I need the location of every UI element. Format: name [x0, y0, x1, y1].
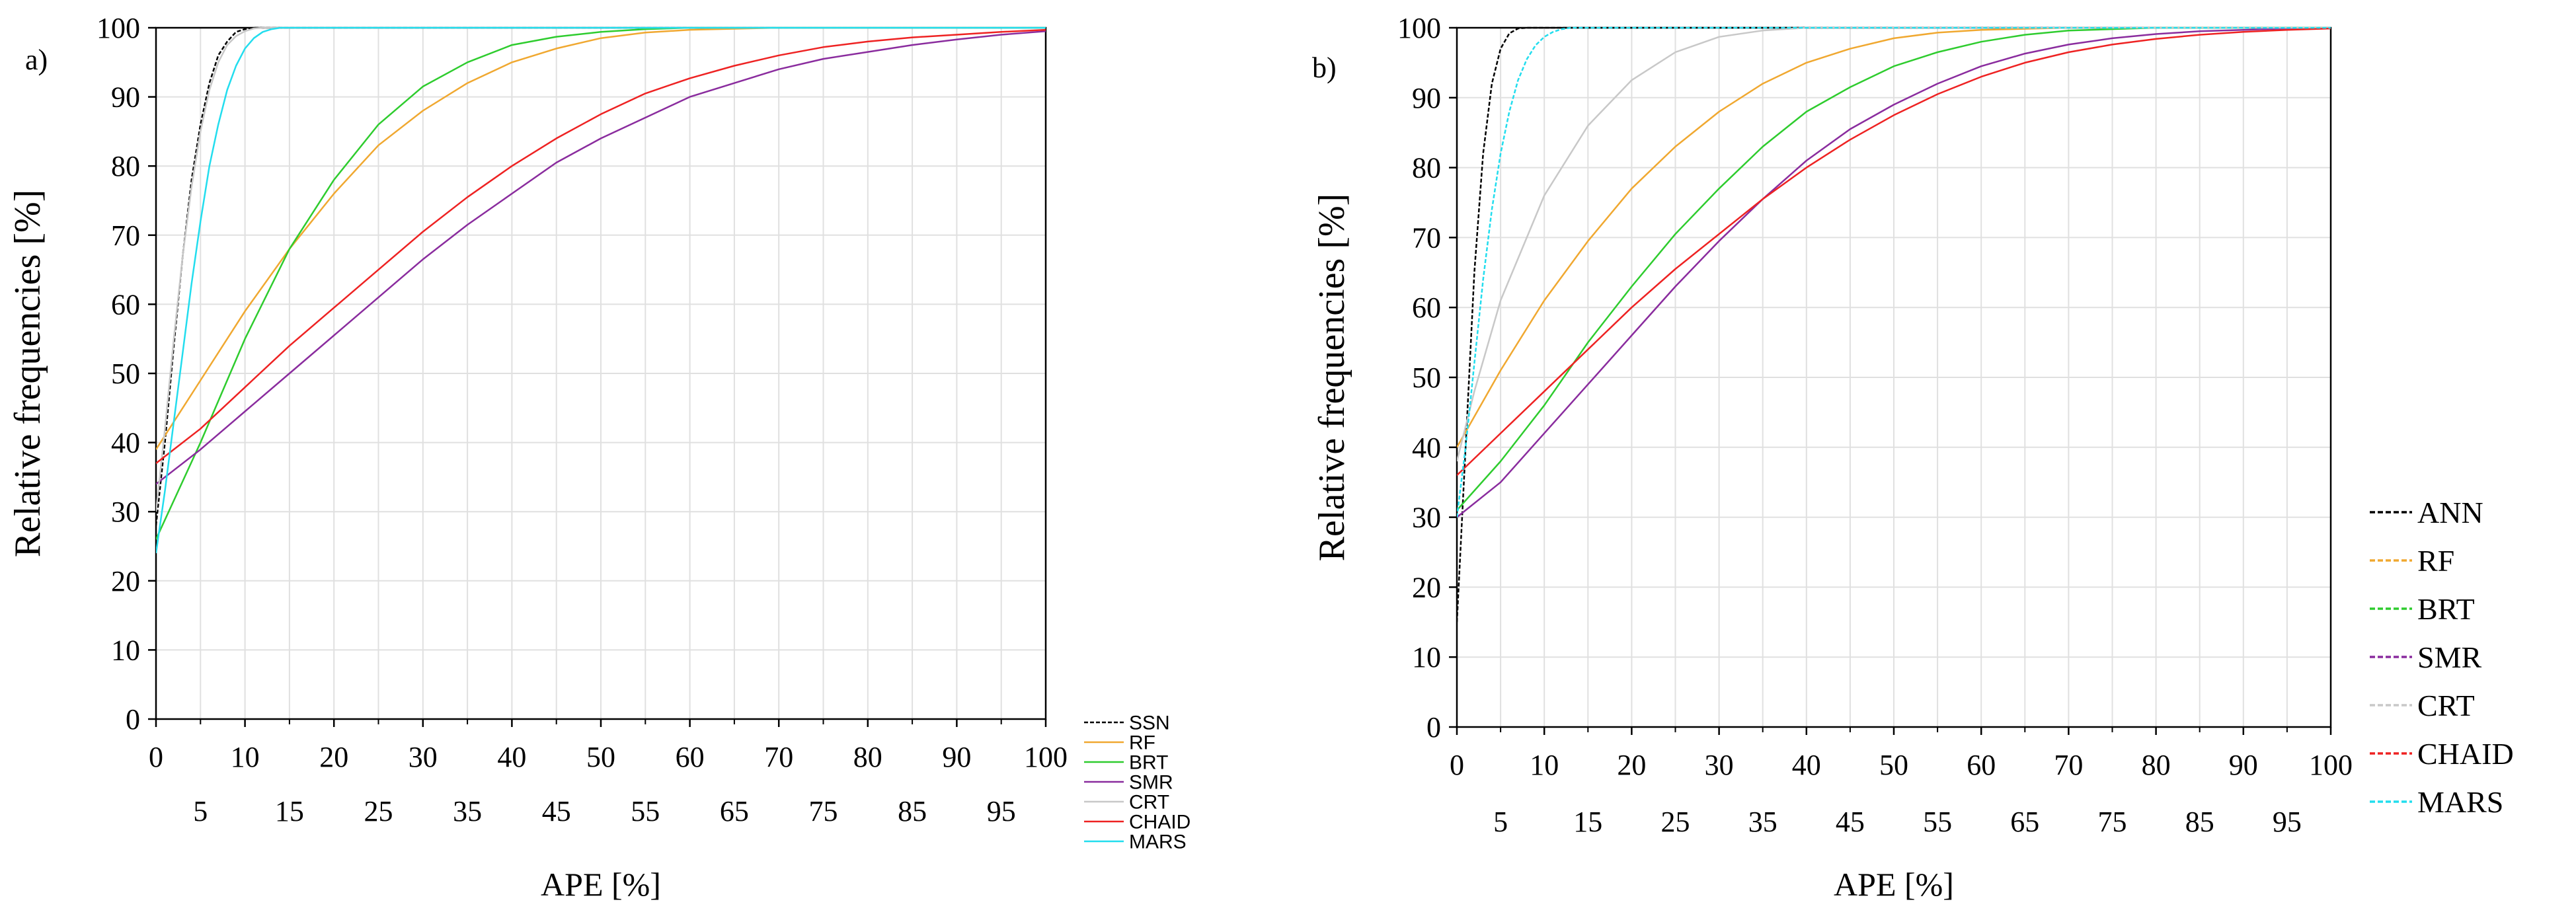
series-line-smr — [1457, 26, 2331, 518]
x-axis-title: APE [%] — [541, 866, 661, 903]
x-tick-label-major: 20 — [319, 741, 348, 773]
y-tick-label: 60 — [1412, 291, 1441, 324]
x-tick-label-major: 10 — [231, 741, 260, 773]
x-tick-label-major: 70 — [2054, 749, 2083, 781]
x-tick-label-major: 20 — [1617, 749, 1646, 781]
y-tick-label: 20 — [111, 565, 140, 597]
legend-label-mars: MARS — [2417, 785, 2503, 819]
y-tick-label: 70 — [111, 219, 140, 252]
legend: ANN RF BRT SMR CRT CHAID MARS — [2370, 496, 2514, 819]
legend-label-chaid: CHAID — [1129, 812, 1190, 833]
y-tick-label: 50 — [111, 358, 140, 390]
x-tick-label-minor: 35 — [1748, 806, 1777, 838]
series-line-chaid — [1457, 27, 2331, 477]
legend-label-mars: MARS — [1129, 831, 1187, 853]
legend-label-ssn: SSN — [1129, 712, 1170, 734]
y-tick-label: 60 — [111, 288, 140, 321]
y-tick-label: 30 — [1412, 502, 1441, 534]
panel-label: a) — [25, 44, 48, 76]
legend-label-crt: CRT — [1129, 792, 1169, 814]
x-tick-label-major: 50 — [586, 741, 615, 773]
y-tick-label: 40 — [1412, 432, 1441, 464]
y-tick-label: 70 — [1412, 221, 1441, 254]
x-tick-label-major: 90 — [942, 741, 971, 773]
legend-label-crt: CRT — [2417, 689, 2475, 722]
x-tick-label-major: 90 — [2229, 749, 2258, 781]
x-tick-label-minor: 95 — [2273, 806, 2302, 838]
y-tick-label: 10 — [111, 634, 140, 666]
x-tick-label-minor: 25 — [1661, 806, 1690, 838]
y-tick-label: 100 — [1397, 12, 1441, 44]
legend-label-chaid: CHAID — [2417, 737, 2514, 771]
x-tick-label-major: 80 — [2142, 749, 2171, 781]
x-tick-label-major: 30 — [1705, 749, 1734, 781]
x-tick-label-major: 40 — [1792, 749, 1821, 781]
y-tick-label: 20 — [1412, 571, 1441, 603]
x-tick-label-minor: 85 — [2185, 806, 2214, 838]
y-tick-label: 40 — [111, 427, 140, 459]
legend-label-rf: RF — [1129, 732, 1155, 754]
x-tick-label-major: 60 — [1967, 749, 1996, 781]
legend-label-smr: SMR — [1129, 772, 1173, 794]
y-tick-label: 80 — [1412, 152, 1441, 184]
y-tick-label: 100 — [97, 12, 140, 44]
series-line-crt — [156, 26, 1046, 512]
x-tick-label-minor: 15 — [275, 795, 304, 827]
x-tick-label-minor: 55 — [631, 795, 660, 827]
panel-label: b) — [1312, 52, 1337, 84]
series-line-brt — [1457, 26, 2331, 511]
legend-label-brt: BRT — [1129, 752, 1168, 774]
x-tick-label-minor: 45 — [1836, 806, 1865, 838]
x-tick-label-minor: 65 — [720, 795, 749, 827]
x-tick-label-major: 80 — [853, 741, 882, 773]
x-tick-label-major: 70 — [764, 741, 793, 773]
y-tick-label: 50 — [1412, 362, 1441, 394]
x-tick-label-minor: 85 — [898, 795, 927, 827]
y-axis-title: Relative frequencies [%] — [7, 190, 48, 558]
legend-label-rf: RF — [2417, 544, 2454, 578]
legend-label-ann: ANN — [2417, 496, 2483, 529]
x-tick-label-major: 0 — [149, 741, 163, 773]
x-tick-label-major: 40 — [497, 741, 526, 773]
x-tick-label-minor: 5 — [193, 795, 208, 827]
x-tick-label-major: 100 — [2309, 749, 2353, 781]
legend-label-brt: BRT — [2417, 592, 2475, 626]
series-line-ann — [1457, 26, 2331, 623]
y-tick-label: 0 — [1426, 711, 1441, 744]
y-tick-label: 10 — [1412, 641, 1441, 673]
x-tick-label-minor: 75 — [809, 795, 838, 827]
series-line-smr — [156, 30, 1046, 485]
x-tick-label-minor: 65 — [2010, 806, 2039, 838]
x-tick-label-minor: 95 — [987, 795, 1016, 827]
y-tick-label: 90 — [1412, 82, 1441, 114]
y-tick-label: 80 — [111, 150, 140, 182]
series-line-mars — [156, 26, 1046, 554]
series-line-mars — [1457, 26, 2331, 517]
x-tick-label-major: 50 — [1879, 749, 1908, 781]
series-line-ssn — [156, 26, 1046, 526]
legend-label-smr: SMR — [2417, 640, 2481, 674]
series-line-chaid — [156, 28, 1046, 464]
x-tick-label-major: 10 — [1530, 749, 1559, 781]
x-tick-label-major: 0 — [1450, 749, 1464, 781]
x-tick-label-minor: 25 — [364, 795, 393, 827]
x-tick-label-minor: 5 — [1493, 806, 1508, 838]
y-tick-label: 30 — [111, 496, 140, 528]
x-tick-label-minor: 35 — [453, 795, 482, 827]
y-axis-title: Relative frequencies [%] — [1311, 194, 1352, 562]
y-tick-label: 0 — [126, 703, 140, 736]
y-tick-label: 90 — [111, 81, 140, 114]
x-tick-label-major: 30 — [409, 741, 438, 773]
x-tick-label-major: 100 — [1024, 741, 1068, 773]
x-tick-label-minor: 45 — [542, 795, 571, 827]
x-tick-label-major: 60 — [676, 741, 705, 773]
x-tick-label-minor: 75 — [2098, 806, 2127, 838]
x-tick-label-minor: 15 — [1573, 806, 1602, 838]
x-axis-title: APE [%] — [1834, 866, 1954, 903]
x-tick-label-minor: 55 — [1923, 806, 1952, 838]
